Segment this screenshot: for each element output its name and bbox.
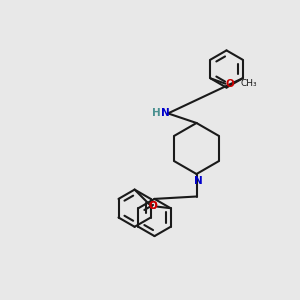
Text: N: N xyxy=(161,108,170,118)
Text: CH₃: CH₃ xyxy=(240,79,257,88)
Text: O: O xyxy=(148,201,157,211)
Text: O: O xyxy=(226,79,235,89)
Text: O: O xyxy=(148,201,157,211)
Text: N: N xyxy=(194,176,202,186)
Text: H: H xyxy=(152,108,161,118)
